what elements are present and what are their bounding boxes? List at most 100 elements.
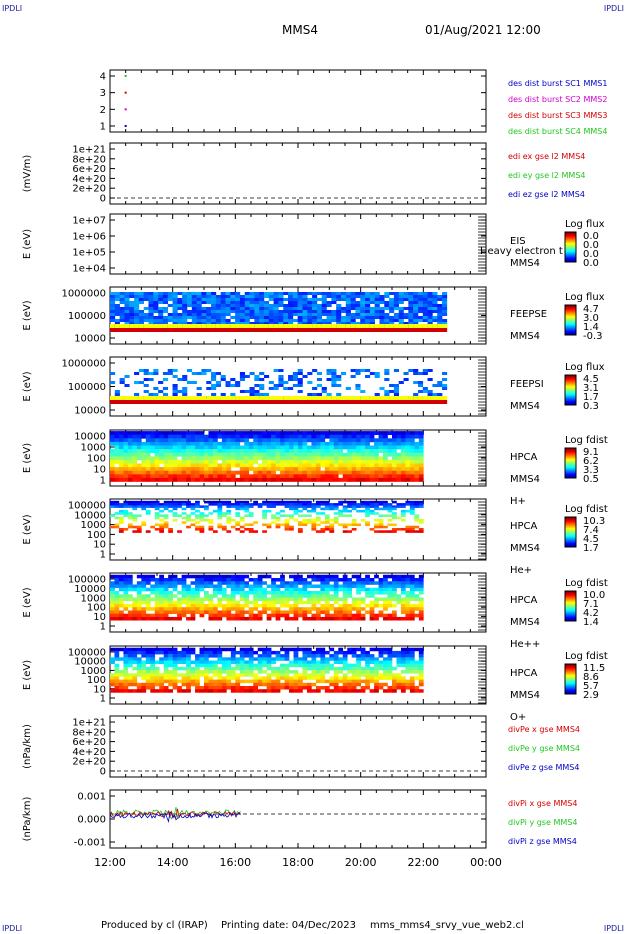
spectrogram-cell xyxy=(230,470,236,475)
spectrogram-cell xyxy=(396,503,402,506)
spectrogram-cell xyxy=(271,682,276,687)
spectrogram-cell xyxy=(374,456,379,461)
spectrogram-cell xyxy=(302,587,308,592)
spectrogram-cell xyxy=(311,518,317,522)
spectrogram-cell xyxy=(418,600,424,605)
spectrogram-cell xyxy=(257,431,263,436)
spectrogram-cell xyxy=(266,459,272,464)
spectrogram-cell xyxy=(172,449,178,454)
spectrogram-cell xyxy=(190,607,196,611)
colorbar-cell xyxy=(565,611,576,613)
spectrogram-cell xyxy=(124,319,130,322)
spectrogram-cell xyxy=(351,616,357,621)
spectrogram-cell xyxy=(333,512,339,515)
spectrogram-cell xyxy=(204,682,209,687)
spectrogram-cell xyxy=(280,456,285,461)
spectrogram-cell xyxy=(347,590,353,595)
spectrogram-cell xyxy=(208,581,214,585)
spectrogram-cell xyxy=(159,607,165,611)
spectrogram-cell xyxy=(159,514,165,517)
spectrogram-cell xyxy=(138,319,144,322)
spectrogram-cell xyxy=(298,445,303,450)
spectrogram-cell xyxy=(114,676,120,680)
spectrogram-cell xyxy=(283,328,289,332)
spectrogram-cell xyxy=(320,474,326,479)
spectrogram-cell xyxy=(409,603,415,608)
spectrogram-cell xyxy=(248,587,254,592)
spectrogram-cell xyxy=(315,456,321,461)
spectrogram-cell xyxy=(119,316,125,319)
spectrogram-cell xyxy=(167,295,173,298)
colorbar-tick-label: 7.4 xyxy=(583,525,599,536)
spectrogram-cell xyxy=(312,292,318,295)
spectrogram-cell xyxy=(253,587,259,592)
spectrogram-cell xyxy=(143,372,149,375)
spectrogram-cell xyxy=(369,298,375,301)
spectrogram-cell xyxy=(244,509,250,513)
spectrogram-cell xyxy=(331,396,337,400)
spectrogram-cell xyxy=(302,316,308,319)
spectrogram-cell xyxy=(123,578,129,582)
spectrogram-cell xyxy=(275,516,281,520)
spectrogram-cell xyxy=(249,307,255,310)
panel-right-label: He+ xyxy=(510,565,532,576)
spectrogram-cell xyxy=(134,298,140,301)
spectrogram-cell xyxy=(208,578,214,582)
spectrogram-cell xyxy=(378,445,384,450)
spectrogram-cell xyxy=(204,686,209,690)
spectrogram-cell xyxy=(226,594,232,598)
spectrogram-cell xyxy=(383,445,388,450)
colorbar-cell xyxy=(565,678,576,680)
spectrogram-cell xyxy=(215,307,221,310)
colorbar-title: Log flux xyxy=(565,219,605,230)
spectrogram-cell xyxy=(347,584,353,589)
spectrogram-cell xyxy=(248,613,254,618)
spectrogram-cell xyxy=(311,600,317,605)
colorbar-title: Log fdist xyxy=(565,578,608,589)
spectrogram-cell xyxy=(409,474,415,479)
spectrogram-cell xyxy=(311,474,317,479)
spectrogram-cell xyxy=(235,328,241,332)
spectrogram-cell xyxy=(409,509,415,513)
spectrogram-cell xyxy=(396,477,402,482)
spectrogram-cell xyxy=(235,434,241,439)
spectrogram-cell xyxy=(195,438,200,443)
spectrogram-cell xyxy=(266,523,272,527)
panel-right-label: HPCA xyxy=(510,595,538,606)
spectrogram-cell xyxy=(347,500,353,504)
spectrogram-cell xyxy=(414,449,420,454)
spectrogram-cell xyxy=(244,581,250,585)
spectrogram-cell xyxy=(289,610,294,615)
y-tick-label: 8e+20 xyxy=(72,154,106,165)
spectrogram-cell xyxy=(283,313,289,316)
spectrogram-cell xyxy=(217,689,223,693)
spectrogram-cell xyxy=(321,292,327,295)
spectrogram-cell xyxy=(244,298,250,301)
spectrogram-cell xyxy=(288,292,294,295)
spectrogram-cell xyxy=(199,438,205,443)
spectrogram-cell xyxy=(378,587,384,592)
spectrogram-cell xyxy=(302,304,308,307)
spectrogram-cell xyxy=(278,313,284,316)
spectrogram-cell xyxy=(398,310,404,313)
spectrogram-cell xyxy=(302,324,308,328)
spectrogram-cell xyxy=(208,477,214,482)
spectrogram-cell xyxy=(271,452,276,457)
spectrogram-cell xyxy=(262,509,267,513)
spectrogram-cell xyxy=(396,459,402,464)
colorbar-cell xyxy=(565,464,576,466)
spectrogram-cell xyxy=(177,581,182,585)
colorbar-cell xyxy=(565,670,576,672)
spectrogram-cell xyxy=(387,507,393,511)
spectrogram-cell xyxy=(168,530,173,533)
spectrogram-cell xyxy=(190,613,196,618)
spectrogram-cell xyxy=(409,578,415,582)
spectrogram-cell xyxy=(293,431,299,436)
spectrogram-cell xyxy=(427,328,433,332)
spectrogram-cell xyxy=(340,310,347,313)
spectrogram-cell xyxy=(181,574,187,579)
spectrogram-cell xyxy=(154,507,160,511)
spectrogram-cell xyxy=(374,328,380,332)
spectrogram-cell xyxy=(378,470,384,475)
spectrogram-cell xyxy=(351,474,357,479)
